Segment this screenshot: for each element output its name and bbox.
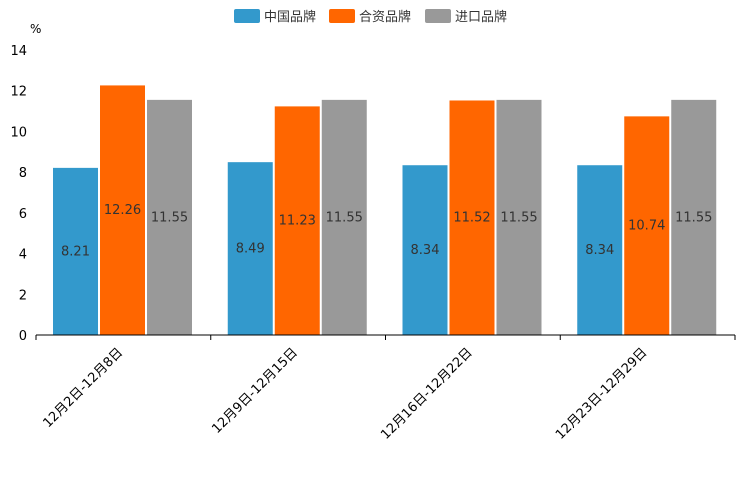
y-tick-label: 4 (19, 248, 27, 263)
bar-value-label: 8.49 (236, 242, 265, 257)
x-tick-label: 12月2日-12月8日 (40, 345, 126, 431)
bar-value-label: 11.55 (500, 210, 537, 225)
bar[interactable] (624, 116, 670, 335)
bar[interactable] (227, 162, 273, 335)
bar-value-label: 8.21 (61, 244, 90, 259)
bar[interactable] (496, 99, 542, 335)
legend-swatch-2[interactable] (329, 9, 355, 23)
x-tick-label: 12月16日-12月22日 (378, 345, 475, 442)
legend-label-2[interactable]: 合资品牌 (359, 9, 411, 25)
legend-label-1[interactable]: 中国品牌 (264, 9, 316, 25)
y-tick-label: 12 (10, 85, 27, 100)
bar-value-label: 11.55 (675, 210, 712, 225)
bar[interactable] (449, 100, 495, 335)
bar[interactable] (53, 167, 98, 335)
bar-value-label: 12.26 (104, 203, 141, 218)
y-tick-label: 6 (19, 207, 27, 222)
bar-value-label: 11.55 (326, 210, 363, 225)
x-tick-label: 12月23日-12月29日 (553, 345, 650, 442)
bar[interactable] (321, 99, 367, 335)
bar[interactable] (274, 106, 320, 335)
bar[interactable] (577, 165, 623, 335)
bar[interactable] (147, 99, 192, 335)
legend: 中国品牌 合资品牌 进口品牌 (234, 9, 507, 25)
bar[interactable] (671, 99, 717, 335)
x-tick-label: 12月9日-12月15日 (209, 345, 301, 437)
bar-value-label: 11.23 (279, 214, 316, 229)
y-tick-label: 10 (10, 125, 27, 140)
bar-value-label: 11.52 (453, 211, 490, 226)
bar[interactable] (100, 85, 145, 336)
bar-value-label: 8.34 (585, 243, 614, 258)
bar-value-label: 8.34 (411, 243, 440, 258)
legend-swatch-3[interactable] (425, 9, 451, 23)
bar-value-label: 11.55 (151, 210, 188, 225)
y-tick-label: 0 (19, 329, 27, 344)
bars: 8.21 12.26 11.55 8.49 11.23 11.55 8.34 11.52 11.… (53, 85, 717, 336)
bar[interactable] (402, 165, 448, 335)
y-tick-label: 14 (10, 44, 27, 59)
y-axis: 0 2 4 6 8 10 12 14 (10, 44, 27, 344)
legend-label-3[interactable]: 进口品牌 (455, 9, 507, 25)
y-unit-label: % (30, 22, 41, 36)
y-tick-label: 8 (19, 166, 27, 181)
x-axis: 12月2日-12月8日 12月9日-12月15日 12月16日-12月22日 12月2… (35, 334, 736, 443)
y-tick-label: 2 (19, 288, 27, 303)
bar-value-label: 10.74 (628, 219, 665, 234)
legend-swatch-1[interactable] (234, 9, 260, 23)
